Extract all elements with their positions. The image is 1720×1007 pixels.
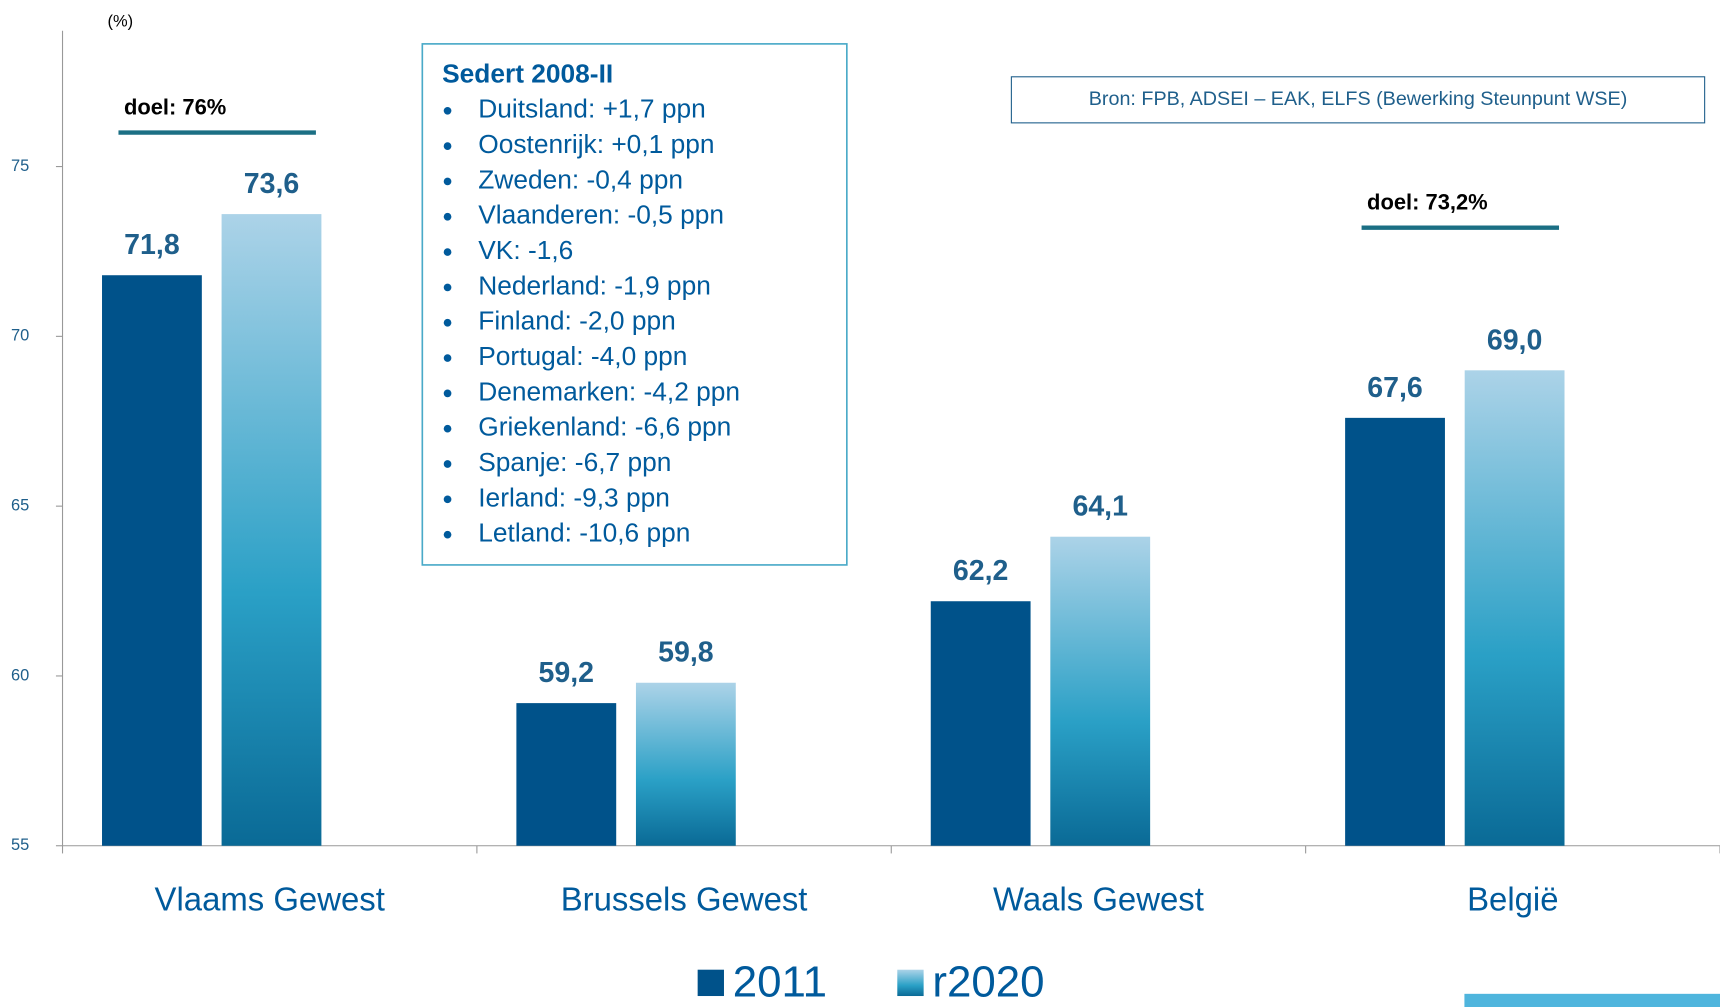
y-tick-label: 65 — [11, 496, 29, 514]
bullet — [443, 460, 452, 468]
legend-swatch — [897, 969, 924, 997]
x-tick-label: België — [1467, 880, 1558, 917]
note-item: Finland: -2,0 ppn — [478, 306, 675, 336]
source-box — [1010, 76, 1706, 124]
note-item: Duitsland: +1,7 ppn — [478, 94, 705, 124]
x-tick-label: Waals Gewest — [993, 880, 1204, 917]
bullet — [443, 318, 452, 327]
y-tick-label: 60 — [11, 666, 29, 684]
bar — [1345, 417, 1445, 846]
bar — [221, 214, 322, 846]
note-title: Sedert 2008-II — [442, 59, 613, 89]
note-item: Letland: -10,6 ppn — [478, 518, 690, 548]
x-tick-label: Brussels Gewest — [561, 880, 808, 917]
value-label: 67,6 — [1367, 372, 1423, 404]
bullet — [443, 212, 452, 221]
note-box — [421, 43, 848, 566]
note-item: VK: -1,6 — [478, 235, 573, 265]
legend-label: r2020 — [932, 958, 1044, 1007]
bar — [1050, 536, 1151, 846]
bar — [635, 682, 736, 846]
bar — [930, 601, 1031, 846]
value-label: 62,2 — [953, 555, 1009, 587]
note-item: Oostenrijk: +0,1 ppn — [478, 129, 714, 159]
bullet — [443, 283, 452, 292]
note-item: Vlaanderen: -0,5 ppn — [478, 200, 724, 230]
y-tick-label: 70 — [11, 327, 29, 345]
note-item: Denemarken: -4,2 ppn — [478, 376, 740, 406]
bullet — [443, 177, 452, 186]
note-item: Portugal: -4,0 ppn — [478, 341, 687, 371]
y-tick-label: 55 — [11, 836, 29, 854]
decoration — [1464, 993, 1720, 1007]
y-tick-label: 75 — [11, 157, 29, 175]
bullet — [443, 106, 452, 115]
note-item: Ierland: -9,3 ppn — [478, 482, 670, 512]
bullet — [443, 424, 452, 433]
y-axis-label: (%) — [108, 12, 134, 30]
value-label: 69,0 — [1487, 324, 1543, 356]
note-item: Zweden: -0,4 ppn — [478, 164, 683, 194]
legend-swatch — [697, 969, 724, 997]
value-label: 64,1 — [1072, 491, 1128, 523]
bar — [102, 275, 202, 846]
bullet — [443, 495, 452, 504]
bullet — [443, 248, 452, 256]
legend-label: 2011 — [733, 958, 827, 1007]
target-label: doel: 76% — [124, 94, 226, 119]
note-item: Griekenland: -6,6 ppn — [478, 412, 731, 442]
bullet — [443, 389, 452, 398]
bullet — [443, 142, 452, 150]
value-label: 59,2 — [539, 657, 594, 689]
value-label: 73,6 — [244, 168, 299, 200]
note-item: Nederland: -1,9 ppn — [478, 270, 711, 300]
bullet — [443, 530, 452, 539]
value-label: 71,8 — [124, 229, 179, 261]
note-item: Spanje: -6,7 ppn — [478, 447, 671, 477]
target-label: doel: 73,2% — [1367, 189, 1488, 214]
value-label: 59,8 — [658, 637, 714, 669]
bar — [1464, 370, 1565, 846]
x-tick-label: Vlaams Gewest — [155, 880, 385, 917]
bar — [516, 703, 617, 846]
bullet — [443, 354, 452, 362]
source: Bron: FPB, ADSEI – EAK, ELFS (Bewerking … — [1089, 88, 1628, 110]
